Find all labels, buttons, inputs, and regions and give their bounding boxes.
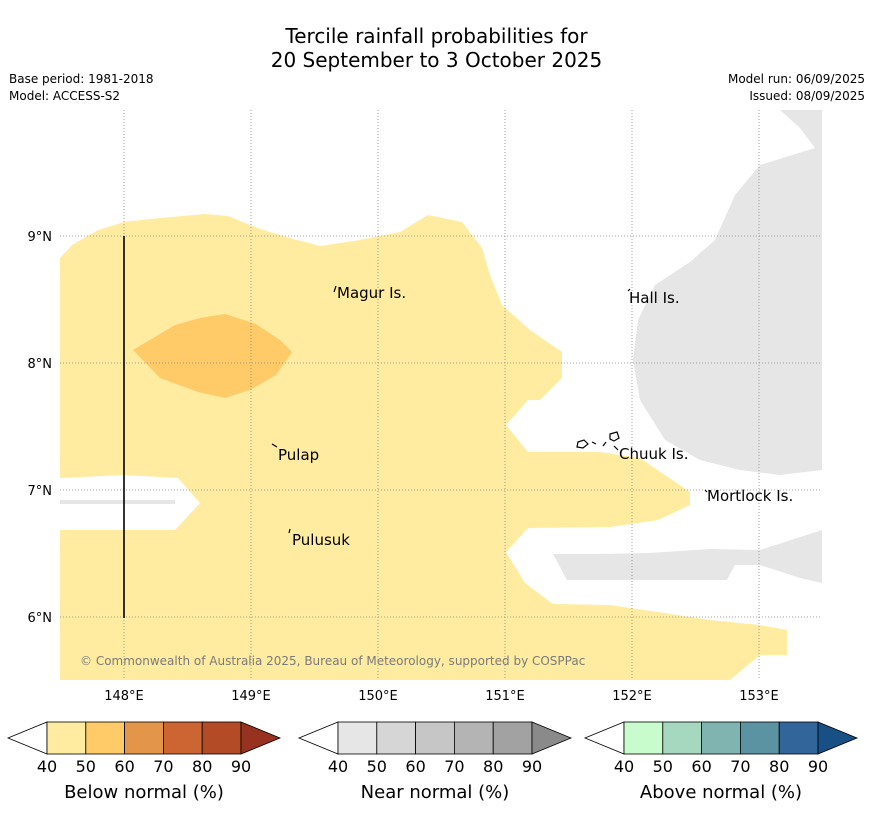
colorbar-near-segment: [492, 721, 533, 755]
colorbar-near-segment: [415, 721, 455, 755]
colorbar-near-segment: [337, 721, 378, 755]
model-name: Model: ACCESS-S2: [9, 89, 121, 103]
label-hall: Hall Is.: [629, 289, 680, 307]
colorbar-above-segment: [662, 721, 702, 755]
near-normal-strip: [60, 500, 175, 504]
colorbar-near-tick-label: 40: [328, 757, 348, 776]
lat-label-8n: 8°N: [28, 357, 53, 372]
colorbar-above-extend-low: [583, 721, 625, 755]
near-normal-region-southeast: [553, 530, 822, 583]
colorbar-near-extend-low: [297, 721, 339, 755]
colorbar-near-label: Near normal (%): [361, 782, 510, 803]
below-normal-region-50-60: [133, 314, 292, 398]
colorbar-below-segment: [124, 721, 164, 755]
colorbar-near-normal: 40 50 60 70 80 90 Near normal (%): [297, 721, 573, 803]
colorbar-above-segment: [778, 721, 819, 755]
colorbar-below-segment: [85, 721, 126, 755]
island-pulusuk: [288, 528, 291, 534]
colorbar-above-segment: [701, 721, 741, 755]
lat-label-7n: 7°N: [28, 484, 53, 499]
colorbar-near-segment: [453, 721, 494, 755]
base-period: Base period: 1981-2018: [9, 72, 154, 86]
map-area: [60, 110, 822, 680]
label-pulusuk: Pulusuk: [292, 531, 350, 549]
colorbar-below-tick-label: 60: [114, 757, 134, 776]
near-normal-region-east: [633, 110, 822, 475]
lon-label-152e: 152°E: [612, 689, 652, 704]
colorbar-near-tick-label: 70: [444, 757, 464, 776]
title-line-2: 20 September to 3 October 2025: [270, 48, 603, 72]
colorbar-below-tick-label: 80: [192, 757, 212, 776]
colorbar-near-segment: [376, 721, 416, 755]
colorbar-below-extend-high: [240, 721, 282, 755]
issued-date: Issued: 08/09/2025: [749, 89, 865, 103]
island-pulap: [271, 443, 278, 448]
colorbar-below-extend-low: [6, 721, 48, 755]
lon-label-151e: 151°E: [485, 689, 525, 704]
lon-label-148e: 148°E: [104, 689, 144, 704]
colorbar-above-tick-label: 90: [808, 757, 828, 776]
colorbar-above-tick-label: 40: [614, 757, 634, 776]
island-chuuk: [576, 431, 620, 451]
colorbar-above-segment: [740, 721, 780, 755]
colorbar-below-segment: [162, 721, 203, 755]
lon-label-149e: 149°E: [231, 689, 271, 704]
lat-label-6n: 6°N: [28, 611, 53, 626]
island-magur: [333, 285, 337, 293]
label-chuuk: Chuuk Is.: [619, 445, 688, 463]
copyright-notice: © Commonwealth of Australia 2025, Bureau…: [80, 654, 585, 668]
colorbar-below-tick-label: 90: [231, 757, 251, 776]
colorbar-below-segment: [46, 721, 87, 755]
colorbar-below-tick-label: 40: [37, 757, 57, 776]
colorbar-below-tick-label: 70: [153, 757, 173, 776]
colorbar-below-tick-label: 50: [76, 757, 96, 776]
label-magur: Magur Is.: [337, 284, 406, 302]
colorbar-near-tick-label: 90: [522, 757, 542, 776]
colorbar-below-normal: 40 50 60 70 80 90 Below normal (%): [6, 721, 282, 803]
colorbar-below-label: Below normal (%): [64, 782, 224, 803]
label-pulap: Pulap: [278, 446, 319, 464]
colorbar-above-tick-label: 50: [653, 757, 673, 776]
colorbar-below-segment: [201, 721, 242, 755]
colorbar-above-tick-label: 70: [730, 757, 750, 776]
colorbar-above-tick-label: 60: [691, 757, 711, 776]
lat-label-9n: 9°N: [28, 230, 53, 245]
label-mortlock: Mortlock Is.: [707, 487, 793, 505]
colorbar-above-normal: 40 50 60 70 80 90 Above normal (%): [583, 721, 859, 803]
island-hall: [627, 288, 631, 292]
colorbar-near-extend-high: [531, 721, 573, 755]
colorbar-near-tick-label: 60: [405, 757, 425, 776]
island-mortlock: [704, 489, 708, 493]
colorbar-above-segment: [623, 721, 664, 755]
model-run: Model run: 06/09/2025: [727, 72, 865, 86]
lon-label-150e: 150°E: [358, 689, 398, 704]
colorbar-above-label: Above normal (%): [640, 782, 802, 803]
colorbar-near-tick-label: 50: [367, 757, 387, 776]
island-outlines: [271, 285, 708, 534]
title-line-1: Tercile rainfall probabilities for: [285, 24, 588, 48]
colorbar-near-tick-label: 80: [483, 757, 503, 776]
colorbar-above-extend-high: [817, 721, 859, 755]
colorbar-above-tick-label: 80: [769, 757, 789, 776]
lon-label-153e: 153°E: [739, 689, 779, 704]
